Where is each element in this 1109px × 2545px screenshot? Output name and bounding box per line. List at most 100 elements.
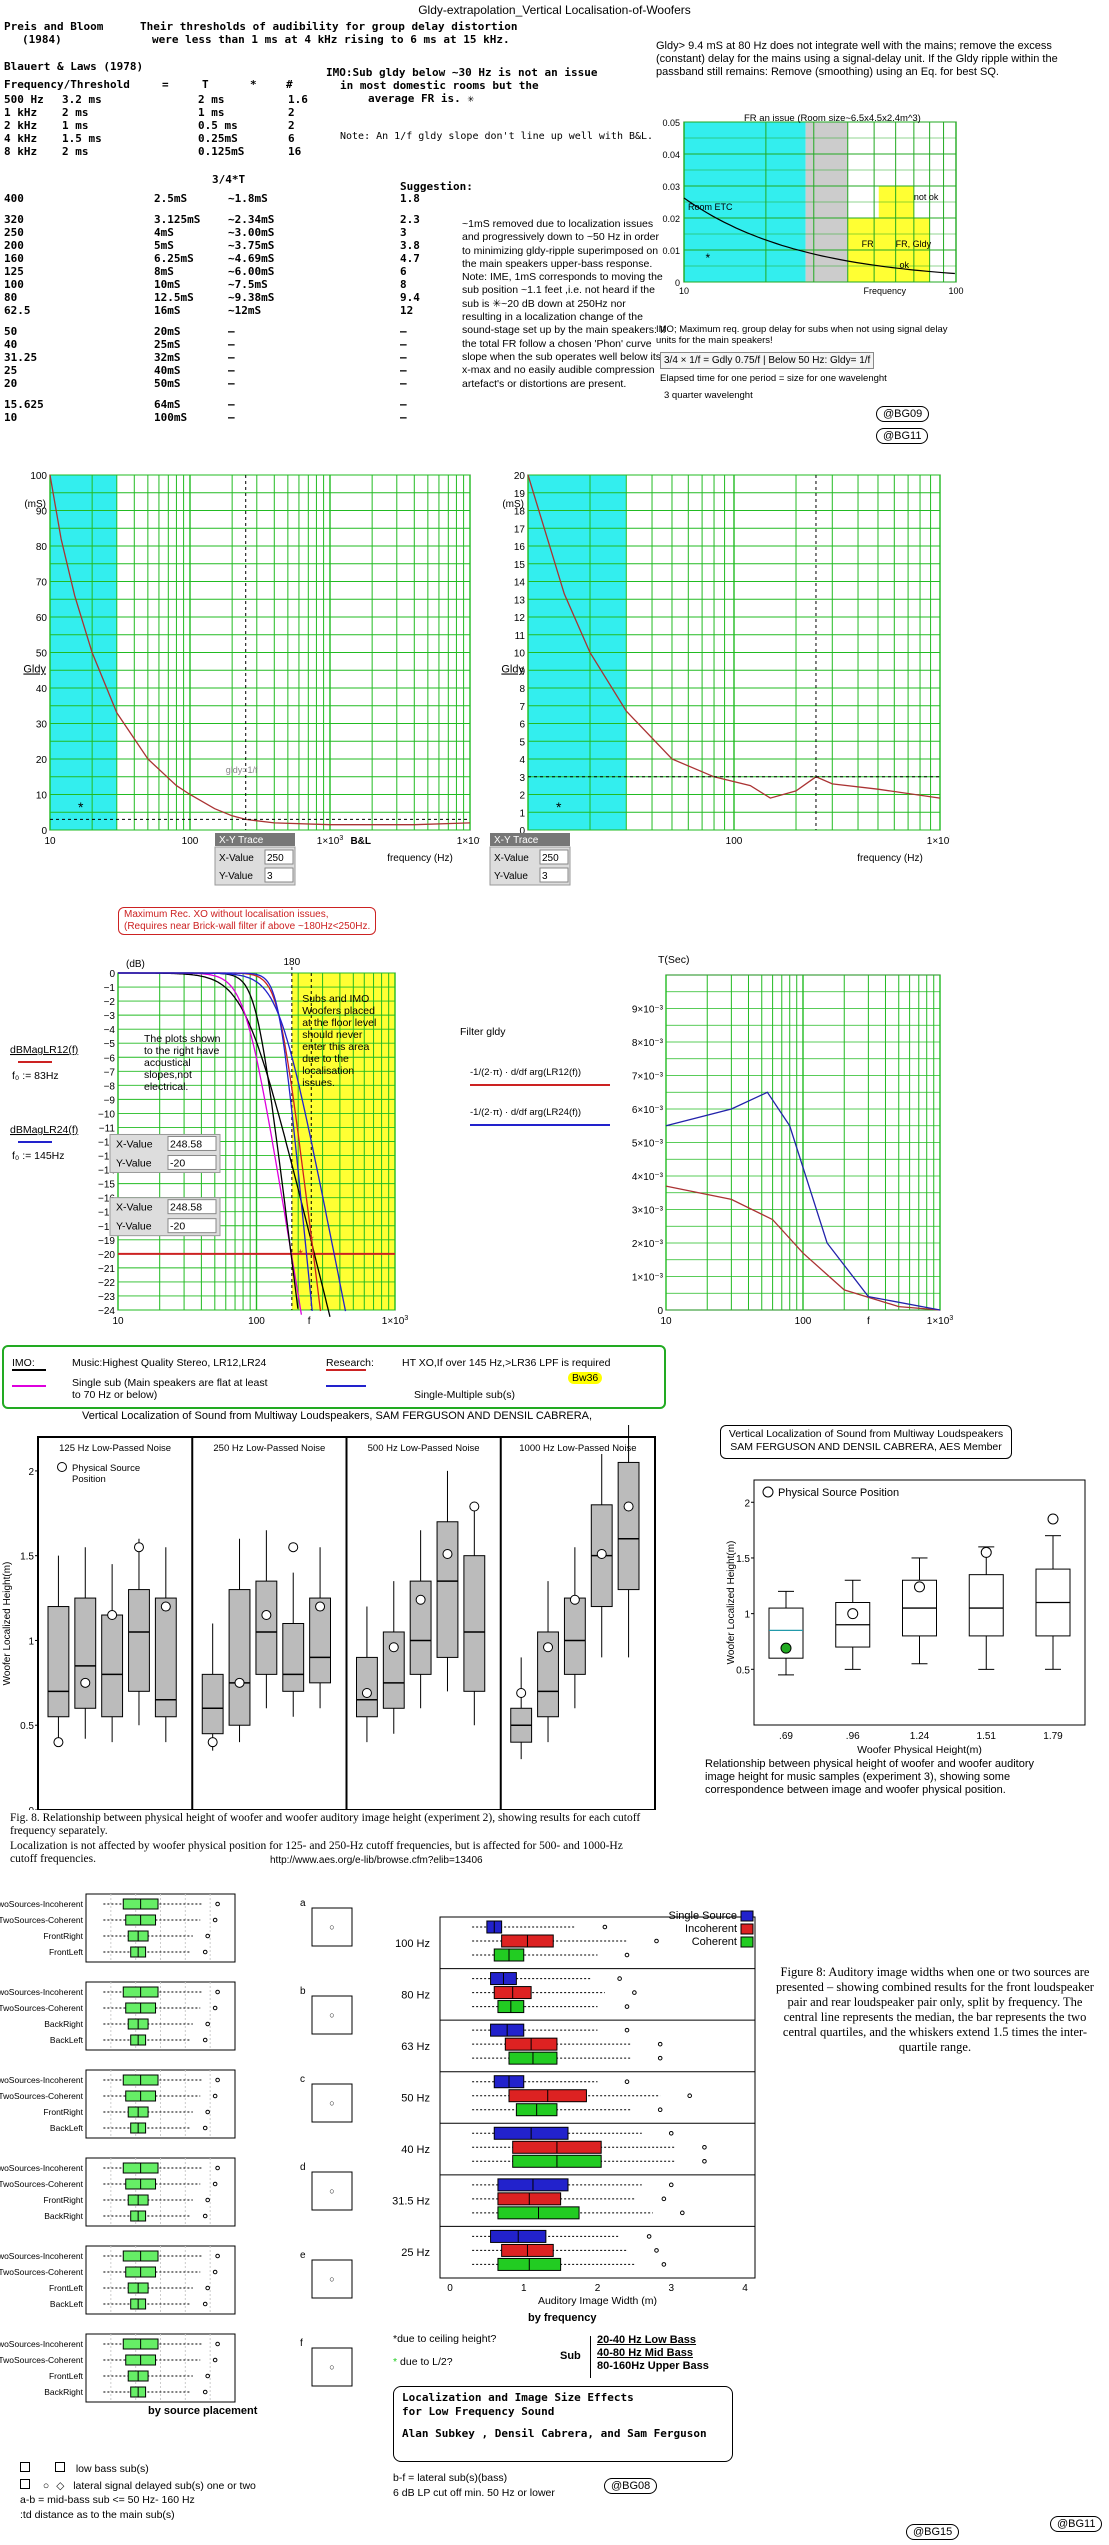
- suggestion-cell: 2.5mS: [154, 192, 188, 205]
- x-axis-label: Auditory Image Width (m): [538, 2295, 657, 2307]
- suggestion-cell: 16mS: [154, 304, 181, 317]
- quarter-note: 3 quarter wavelenght: [664, 390, 753, 401]
- threshold-cell: 0.125mS: [198, 145, 245, 158]
- y-tick-label: −22: [98, 1278, 115, 1289]
- row-label: TwoSources-Coherent: [0, 2179, 84, 2189]
- suggestion-row: 125 8mS ~6.00mS 6: [4, 265, 444, 278]
- y-tick-label: −20: [98, 1250, 115, 1261]
- plots-note-fo: The plots shown to the right have acoust…: [144, 1033, 220, 1093]
- suggestion-cell: 10mS: [154, 278, 181, 291]
- marker-180-label: 180: [284, 957, 301, 968]
- y-tick-label: −6: [104, 1053, 116, 1064]
- freq-label: 31.5 Hz: [392, 2196, 430, 2208]
- vloc-caption-2: Localization is not affected by woofer p…: [10, 1840, 623, 1865]
- vloc-right-note: Relationship between physical height of …: [705, 1758, 1034, 1796]
- threshold-row: 1 kHz 2 ms 1 ms 2: [4, 106, 324, 119]
- threshold-cell: 500 Hz: [4, 93, 44, 106]
- fr-gldy-label: FR, Gldy: [896, 239, 932, 249]
- row-label: TwoSources-Incoherent: [0, 2251, 84, 2261]
- box: [463, 1555, 486, 1692]
- vloc-right-title: Vertical Localization of Sound from Mult…: [728, 1428, 1004, 1440]
- freq-label: 50 Hz: [401, 2093, 430, 2105]
- sub-range-1: 20-40 Hz Low Bass: [597, 2334, 697, 2346]
- threshold-cell: 2 kHz: [4, 119, 38, 132]
- suggestion-cell: 8: [400, 278, 407, 291]
- x-axis-label: Woofer Physical Height(m): [857, 1744, 982, 1755]
- outlier: [702, 2144, 707, 2150]
- threshold-row: 8 kHz 2 ms 0.125mS 16: [4, 145, 324, 158]
- outlier: [215, 2165, 220, 2171]
- suggestion-row: 160 6.25mS ~4.69mS 4.7: [4, 252, 444, 265]
- suggestion-cell: 62.5: [4, 304, 31, 317]
- gldy-curve: [49, 474, 471, 826]
- y-tick-label: −5: [104, 1039, 116, 1050]
- x-tick-label: 10: [112, 1316, 124, 1327]
- row-label: FrontLeft: [49, 1947, 84, 1957]
- suggestion-cell: –: [228, 351, 235, 364]
- legend-label: Physical Source: [72, 1463, 140, 1474]
- y-tick-label: 4×10⁻³: [632, 1172, 664, 1183]
- x-tick-label: 1×103: [317, 835, 344, 847]
- physical-position-marker: [415, 1594, 426, 1605]
- y-tick-label: −9: [104, 1095, 116, 1106]
- row-label: FrontRight: [43, 1931, 83, 1941]
- vloc-url[interactable]: http://www.aes.org/e-lib/browse.cfm?elib…: [270, 1855, 483, 1866]
- y-tick-label: −13: [98, 1152, 115, 1163]
- suggestion-cell: 160: [4, 252, 24, 265]
- freq-label: 25 Hz: [401, 2247, 430, 2259]
- suggestion-row: 320 3.125mS ~2.34mS 2.3: [4, 213, 444, 226]
- y-tick-label: 7×10⁻³: [632, 1072, 664, 1083]
- imo-note-3: average FR is. ✳: [368, 92, 474, 105]
- room-listener: ○: [329, 2274, 334, 2284]
- outlier: [661, 2262, 667, 2267]
- suggestion-cell: –: [400, 364, 407, 377]
- suggestion-cell: 40: [4, 338, 18, 351]
- physical-position-marker: [469, 1501, 480, 1512]
- xy-x-label: X-Value: [494, 853, 529, 864]
- xy-y-field: [264, 867, 294, 883]
- y-tick-label: 1.5: [736, 1554, 750, 1565]
- x-tick-label: 0: [447, 2283, 453, 2294]
- outlier: [668, 2182, 674, 2188]
- gldy-chart-left: 0102030405060708090100101001×1031×104Gld…: [23, 471, 480, 886]
- suggestion-cell: 9.4: [400, 291, 420, 304]
- y-tick-label: 0: [41, 826, 47, 837]
- suggestion-cell: –: [400, 398, 407, 411]
- panel-title: 1000 Hz Low-Passed Noise: [519, 1443, 636, 1454]
- bf-note: b-f = lateral sub(s)(bass): [393, 2472, 508, 2484]
- y-tick-label: 1: [28, 1636, 34, 1647]
- box: [537, 1631, 559, 1718]
- star-mark: *: [706, 251, 711, 265]
- threshold-cell: 2 ms: [198, 93, 225, 106]
- y-unit-label: (mS): [24, 499, 46, 510]
- suggestion-cell: ~3.75mS: [228, 239, 275, 252]
- legend-circle: [762, 1486, 774, 1498]
- suggestion-cell: 10: [4, 411, 18, 424]
- rec-xo-line2: (Requires near Brick-wall filter if abov…: [124, 921, 371, 932]
- plot-area: [439, 1916, 756, 2279]
- threshold-cell: 2 ms: [62, 106, 89, 119]
- outlier: [205, 2285, 210, 2291]
- outlier: [661, 2196, 667, 2202]
- star-mark: *: [556, 799, 562, 815]
- y-tick-label: 10: [36, 791, 48, 802]
- x-tick-label: 1×103: [927, 1315, 954, 1327]
- legend-research-line: [326, 1369, 366, 1371]
- x-tick-label: 100: [726, 836, 743, 847]
- box: [47, 1606, 70, 1718]
- preis-text-1: Their thresholds of audibility for group…: [140, 20, 518, 33]
- y-tick-label: 0.01: [662, 246, 680, 256]
- db-label: (dB): [126, 959, 145, 970]
- physical-position-marker: [847, 1608, 859, 1620]
- x-tick-label: 1×103: [927, 835, 950, 847]
- suggestion-cell: –: [400, 338, 407, 351]
- x-tick-label: 1.51: [977, 1731, 997, 1742]
- y-tick-label: 0.03: [662, 182, 680, 192]
- imo-note-2: in most domestic rooms but the: [340, 79, 539, 92]
- suggestion-row: 20 50mS – –: [4, 377, 444, 390]
- square-icon: [20, 2462, 30, 2472]
- outlier: [212, 1917, 218, 1923]
- suggestion-row: 80 12.5mS ~9.38mS 9.4: [4, 291, 444, 304]
- y-tick-label: 4: [519, 755, 525, 766]
- physical-position-marker: [315, 1601, 326, 1612]
